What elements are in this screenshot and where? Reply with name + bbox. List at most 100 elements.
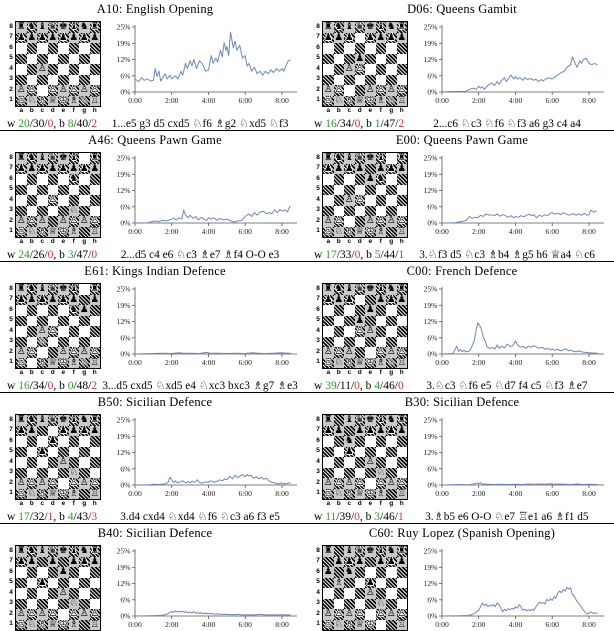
- board-square: [37, 425, 48, 436]
- board-square: [375, 305, 386, 316]
- chess-board: 8 7 6 5 4 3 2 1 ♜ ♞ ♝ ♛ ♚ ♝ ♞ ♜ ♟ ♟ ♟ ♟ ♟ ♟ ♟ ♟ ♙ ♙ ♙ ♙ ♙ ♙ ♙ ♙ ♖ ♘ ♗ ♕ ♔ ♗ ♘ ♖…: [314, 283, 408, 376]
- y-tick-label: 25%: [117, 547, 132, 556]
- board-square: [68, 53, 79, 64]
- board-square: [58, 478, 69, 489]
- file-label: c: [347, 107, 352, 114]
- board-square: ♜: [89, 415, 100, 426]
- rank-label: 3: [9, 206, 13, 214]
- board-square: [37, 567, 48, 578]
- chess-piece: ♘: [334, 619, 344, 630]
- board-square: ♖: [16, 226, 27, 237]
- board-square: [26, 357, 37, 368]
- board-square: [386, 336, 397, 347]
- chess-piece: ♜: [90, 546, 100, 557]
- board-square: [47, 74, 58, 85]
- board-square: ♗: [68, 488, 79, 499]
- chess-piece: ♘: [69, 467, 79, 478]
- board-square: ♟: [386, 556, 397, 567]
- file-label: f: [379, 238, 382, 245]
- chess-piece: ♙: [27, 347, 37, 358]
- x-tick-label: 6:00: [238, 96, 252, 105]
- file-label: b: [336, 500, 341, 507]
- board-square: ♕: [47, 226, 58, 237]
- chess-piece: ♟: [48, 32, 58, 43]
- board-square: ♘: [68, 467, 79, 478]
- board-square: [89, 436, 100, 447]
- board-square: [79, 588, 90, 599]
- chess-piece: ♙: [355, 195, 365, 206]
- chess-piece: ♗: [376, 357, 386, 368]
- board-square: [79, 315, 90, 326]
- board-square: ♟: [37, 32, 48, 43]
- board-square: [68, 457, 79, 468]
- board-square: ♟: [386, 294, 397, 305]
- chess-piece: ♔: [365, 95, 375, 106]
- board-square: [386, 467, 397, 478]
- chess-piece: ♟: [376, 556, 386, 567]
- board-square: [396, 567, 407, 578]
- chess-piece: ♖: [397, 95, 407, 106]
- board-square: [354, 294, 365, 305]
- board-square: [386, 174, 397, 185]
- board-square: ♟: [375, 294, 386, 305]
- board-square: ♞: [26, 284, 37, 295]
- rank-label: 5: [9, 185, 13, 193]
- move-list: 1...e5 g3 d5 cxd5 ♘f6 ♗g2 ♘xd5 ♘f3: [111, 118, 289, 130]
- board-square: ♗: [37, 619, 48, 630]
- chess-piece: ♛: [355, 153, 365, 164]
- y-tick-label: 0%: [120, 219, 131, 228]
- chess-piece: ♟: [27, 556, 37, 567]
- board-square: ♙: [354, 195, 365, 206]
- board-square: [333, 174, 344, 185]
- rank-label: 7: [9, 557, 13, 565]
- board-square: [26, 43, 37, 54]
- data-line: [441, 56, 598, 93]
- chess-piece: ♙: [386, 478, 396, 489]
- board-square: ♘: [333, 226, 344, 237]
- board-square: [79, 153, 90, 164]
- chess-piece: ♙: [365, 326, 375, 337]
- board-square: [79, 619, 90, 630]
- board-square: [58, 43, 69, 54]
- file-label: b: [29, 369, 34, 376]
- board-square: ♙: [354, 478, 365, 489]
- chess-piece: ♙: [79, 85, 89, 96]
- x-tick-label: 6:00: [545, 620, 559, 629]
- chess-piece: ♟: [69, 163, 79, 174]
- chess-piece: ♟: [69, 425, 79, 436]
- board-square: ♟: [386, 425, 397, 436]
- chess-piece: ♙: [16, 478, 26, 489]
- board-square: [365, 609, 376, 620]
- x-tick-label: 6:00: [545, 227, 559, 236]
- chess-piece: ♘: [376, 467, 386, 478]
- board-square: ♗: [375, 226, 386, 237]
- y-tick-label: 19%: [424, 39, 439, 48]
- board-square: [375, 326, 386, 337]
- stat-text: 30: [32, 118, 45, 130]
- board-square: ♗: [68, 619, 79, 630]
- stat-text: /: [29, 380, 33, 392]
- board-square: ♙: [58, 347, 69, 358]
- chess-piece: ♟: [16, 32, 26, 43]
- board-square: [47, 43, 58, 54]
- board-square: [26, 467, 37, 478]
- board-square: [375, 205, 386, 216]
- result-stats: w 17/32/1, b 4/43/3: [7, 511, 97, 523]
- board-square: ♙: [79, 478, 90, 489]
- rank-label: 3: [9, 337, 13, 345]
- x-tick-label: 6:00: [545, 489, 559, 498]
- chess-piece: ♙: [27, 609, 37, 620]
- board-square: [47, 174, 58, 185]
- board-square: ♙: [89, 347, 100, 358]
- chess-piece: ♙: [27, 216, 37, 227]
- board-square: ♙: [365, 326, 376, 337]
- board-square: ♙: [89, 478, 100, 489]
- board-square: ♔: [365, 357, 376, 368]
- board-square: ♙: [396, 478, 407, 489]
- chess-piece: ♙: [27, 478, 37, 489]
- rank-label: 3: [9, 468, 13, 476]
- board-square: ♛: [47, 284, 58, 295]
- board-square: [89, 64, 100, 75]
- chess-piece: ♚: [58, 284, 68, 295]
- board-square: ♙: [333, 216, 344, 227]
